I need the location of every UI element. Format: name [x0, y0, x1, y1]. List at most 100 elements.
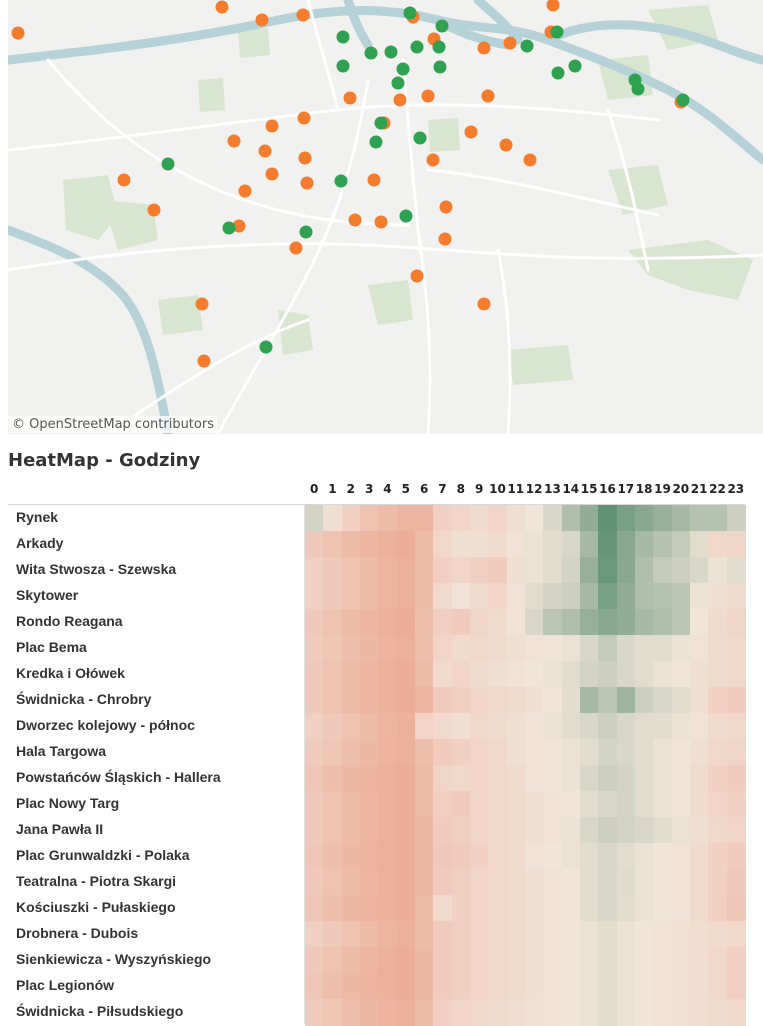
- heatmap-cell[interactable]: [433, 609, 453, 636]
- heatmap-cell[interactable]: [635, 765, 654, 792]
- heatmap-cell[interactable]: [341, 609, 361, 636]
- heatmap-cell[interactable]: [323, 713, 343, 740]
- heatmap-cell[interactable]: [488, 661, 508, 688]
- station-marker-orange[interactable]: [393, 93, 407, 107]
- station-marker-orange[interactable]: [298, 151, 312, 165]
- heatmap-cell[interactable]: [671, 921, 691, 948]
- heatmap-cell[interactable]: [396, 583, 416, 610]
- heatmap-cell[interactable]: [726, 713, 746, 740]
- heatmap-cell[interactable]: [671, 999, 691, 1026]
- station-marker-green[interactable]: [433, 60, 447, 74]
- heatmap-cell[interactable]: [653, 973, 673, 1000]
- heatmap-cell[interactable]: [561, 609, 581, 636]
- heatmap-cell[interactable]: [396, 635, 416, 662]
- heatmap-cell[interactable]: [360, 557, 379, 584]
- heatmap-cell[interactable]: [635, 531, 654, 558]
- station-marker-green[interactable]: [410, 40, 424, 54]
- station-marker-orange[interactable]: [343, 91, 357, 105]
- heatmap-cell[interactable]: [396, 947, 416, 974]
- heatmap-cell[interactable]: [726, 921, 746, 948]
- heatmap-cell[interactable]: [690, 557, 709, 584]
- heatmap-cell[interactable]: [360, 947, 379, 974]
- heatmap-cell[interactable]: [488, 609, 508, 636]
- heatmap-cell[interactable]: [378, 635, 398, 662]
- heatmap-cell[interactable]: [433, 947, 453, 974]
- heatmap-cell[interactable]: [341, 765, 361, 792]
- heatmap-cell[interactable]: [360, 817, 379, 844]
- heatmap-cell[interactable]: [616, 583, 636, 610]
- heatmap-cell[interactable]: [415, 531, 434, 558]
- station-marker-green[interactable]: [396, 62, 410, 76]
- heatmap-cell[interactable]: [451, 661, 471, 688]
- heatmap-cell[interactable]: [635, 583, 654, 610]
- heatmap-cell[interactable]: [561, 843, 581, 870]
- heatmap-cell[interactable]: [451, 635, 471, 662]
- heatmap-cell[interactable]: [470, 739, 489, 766]
- heatmap-cell[interactable]: [470, 947, 489, 974]
- heatmap-cell[interactable]: [616, 869, 636, 896]
- station-marker-orange[interactable]: [464, 125, 478, 139]
- heatmap-cell[interactable]: [415, 999, 434, 1026]
- heatmap-cell[interactable]: [543, 661, 563, 688]
- heatmap-cell[interactable]: [415, 635, 434, 662]
- heatmap-cell[interactable]: [451, 531, 471, 558]
- station-marker-green[interactable]: [631, 82, 645, 96]
- heatmap-cell[interactable]: [525, 661, 544, 688]
- heatmap-cell[interactable]: [690, 531, 709, 558]
- heatmap-cell[interactable]: [598, 947, 618, 974]
- heatmap-cell[interactable]: [616, 895, 636, 922]
- heatmap-cell[interactable]: [726, 609, 746, 636]
- heatmap-cell[interactable]: [580, 869, 599, 896]
- heatmap-cell[interactable]: [671, 609, 691, 636]
- heatmap-cell[interactable]: [543, 765, 563, 792]
- heatmap-cell[interactable]: [690, 921, 709, 948]
- heatmap-cell[interactable]: [488, 817, 508, 844]
- heatmap-cell[interactable]: [616, 635, 636, 662]
- heatmap-cell[interactable]: [415, 895, 434, 922]
- heatmap-cell[interactable]: [305, 947, 324, 974]
- heatmap-cell[interactable]: [525, 895, 544, 922]
- heatmap-cell[interactable]: [451, 739, 471, 766]
- heatmap-cell[interactable]: [726, 791, 746, 818]
- station-marker-orange[interactable]: [265, 167, 279, 181]
- heatmap-cell[interactable]: [708, 895, 728, 922]
- station-marker-green[interactable]: [161, 157, 175, 171]
- heatmap-cell[interactable]: [488, 713, 508, 740]
- heatmap-cell[interactable]: [635, 713, 654, 740]
- heatmap-cell[interactable]: [488, 765, 508, 792]
- heatmap-cell[interactable]: [635, 609, 654, 636]
- heatmap-cell[interactable]: [470, 999, 489, 1026]
- heatmap-cell[interactable]: [506, 505, 526, 532]
- heatmap-cell[interactable]: [396, 869, 416, 896]
- heatmap-cell[interactable]: [378, 895, 398, 922]
- heatmap-cell[interactable]: [433, 505, 453, 532]
- heatmap-cell[interactable]: [580, 765, 599, 792]
- heatmap-cell[interactable]: [635, 661, 654, 688]
- heatmap-cell[interactable]: [433, 817, 453, 844]
- heatmap-cell[interactable]: [341, 687, 361, 714]
- heatmap-cell[interactable]: [580, 947, 599, 974]
- heatmap-cell[interactable]: [323, 505, 343, 532]
- heatmap-cell[interactable]: [433, 531, 453, 558]
- heatmap-cell[interactable]: [488, 973, 508, 1000]
- heatmap-cell[interactable]: [378, 713, 398, 740]
- heatmap-cell[interactable]: [415, 765, 434, 792]
- heatmap-cell[interactable]: [543, 921, 563, 948]
- station-marker-orange[interactable]: [374, 215, 388, 229]
- heatmap-cell[interactable]: [708, 713, 728, 740]
- heatmap-cell[interactable]: [525, 869, 544, 896]
- heatmap-cell[interactable]: [616, 765, 636, 792]
- heatmap-cell[interactable]: [561, 687, 581, 714]
- heatmap-cell[interactable]: [616, 609, 636, 636]
- heatmap-cell[interactable]: [653, 661, 673, 688]
- heatmap-cell[interactable]: [525, 713, 544, 740]
- heatmap-cell[interactable]: [305, 999, 324, 1026]
- heatmap-cell[interactable]: [708, 973, 728, 1000]
- heatmap-cell[interactable]: [470, 583, 489, 610]
- heatmap-cell[interactable]: [341, 817, 361, 844]
- heatmap-cell[interactable]: [653, 843, 673, 870]
- heatmap-cell[interactable]: [708, 869, 728, 896]
- heatmap-cell[interactable]: [415, 947, 434, 974]
- heatmap-cell[interactable]: [671, 817, 691, 844]
- heatmap-cell[interactable]: [470, 505, 489, 532]
